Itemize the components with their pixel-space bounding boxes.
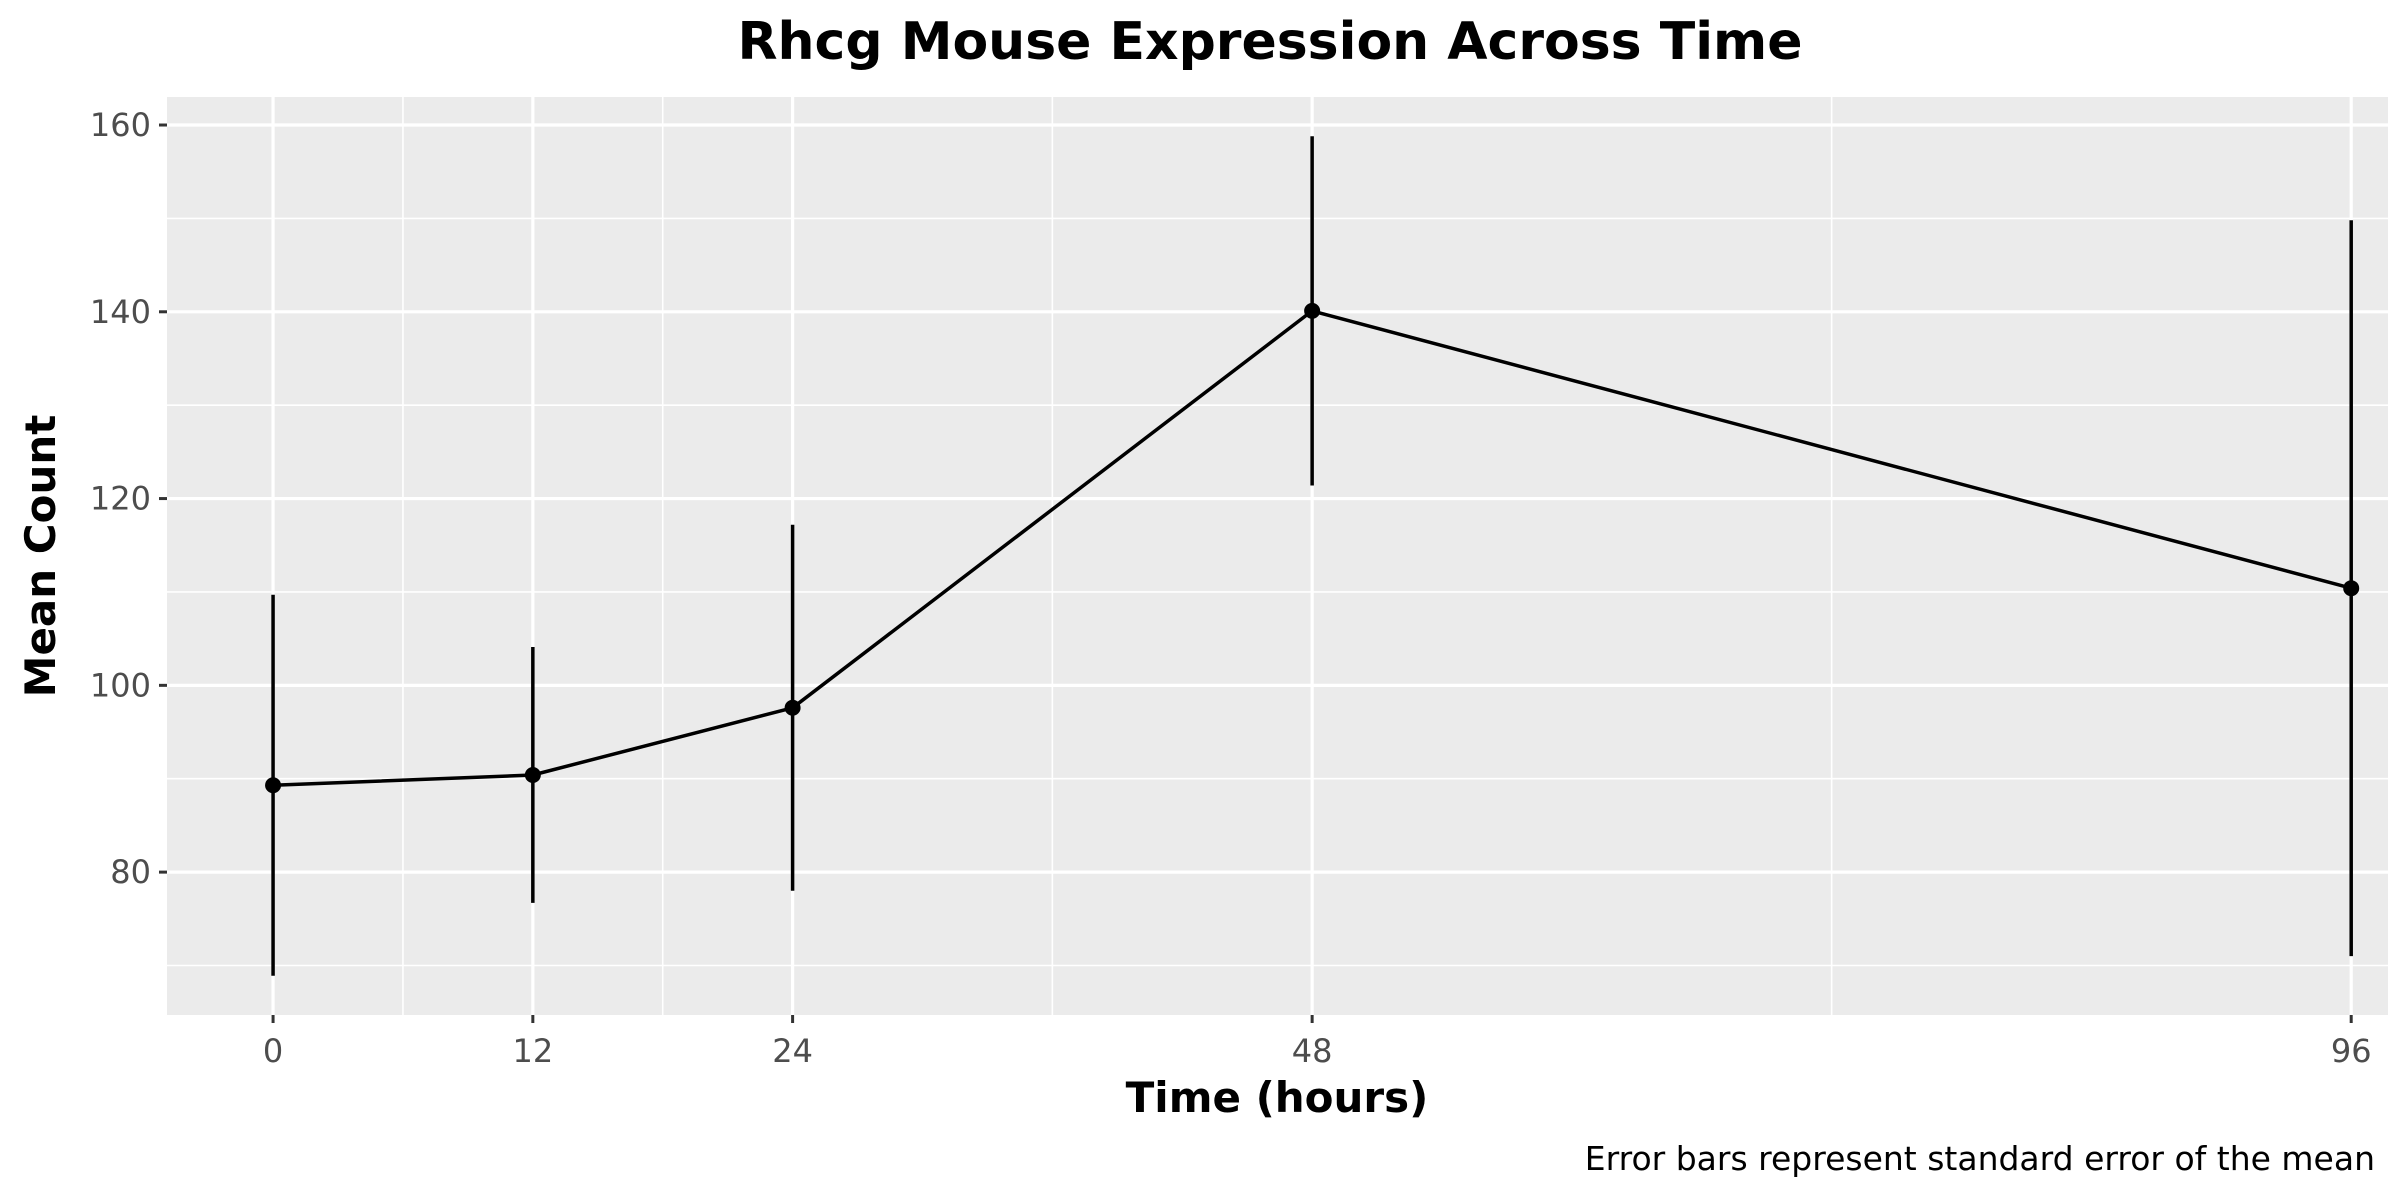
data-point	[784, 699, 801, 716]
x-axis-title: Time (hours)	[1126, 1073, 1429, 1122]
x-tick-label: 0	[263, 1032, 283, 1070]
x-tick-label: 96	[2331, 1032, 2372, 1070]
data-point	[1304, 302, 1321, 319]
x-tick-label: 24	[772, 1032, 813, 1070]
y-tick-label: 120	[90, 480, 151, 518]
x-tick-label: 12	[512, 1032, 553, 1070]
y-tick-label: 80	[110, 853, 151, 891]
data-layer	[265, 136, 2360, 976]
axes: 0 12 24 48 96 80 100 120 140 160	[90, 106, 2372, 1070]
y-tick-label: 100	[90, 666, 151, 704]
y-tick-label: 160	[90, 106, 151, 144]
caption: Error bars represent standard error of t…	[1585, 1139, 2375, 1178]
data-point	[2343, 580, 2360, 597]
data-point	[265, 777, 282, 794]
y-axis-title: Mean Count	[16, 415, 65, 698]
data-point	[524, 766, 541, 783]
y-tick-label: 140	[90, 293, 151, 331]
plot-panel	[167, 97, 2388, 1015]
x-tick-label: 48	[1292, 1032, 1333, 1070]
chart-title: Rhcg Mouse Expression Across Time	[738, 12, 1803, 72]
